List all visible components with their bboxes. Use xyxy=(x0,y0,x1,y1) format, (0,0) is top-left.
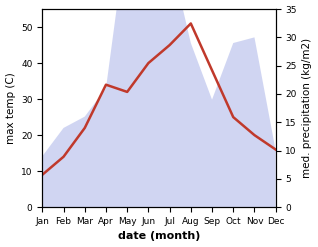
X-axis label: date (month): date (month) xyxy=(118,231,200,242)
Y-axis label: med. precipitation (kg/m2): med. precipitation (kg/m2) xyxy=(302,38,313,178)
Y-axis label: max temp (C): max temp (C) xyxy=(5,72,16,144)
